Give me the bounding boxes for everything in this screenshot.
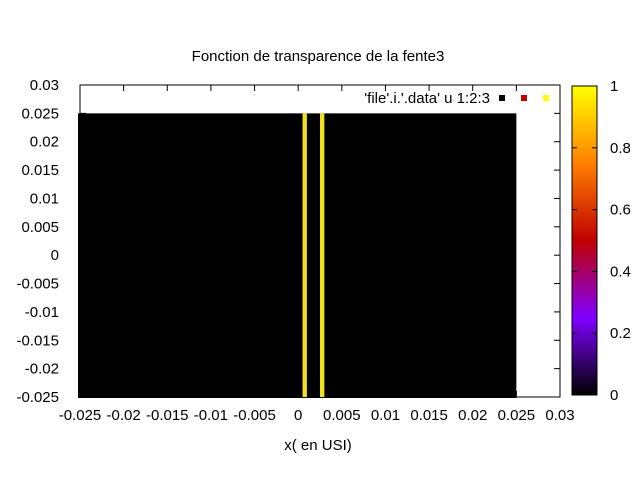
plot-area (78, 84, 561, 398)
y-tick-label: -0.025 (16, 389, 59, 406)
colorbar-gradient (571, 85, 598, 396)
colorbar-tick-label: 0.4 (610, 263, 631, 280)
x-tick-label: 0 (294, 407, 302, 424)
y-tick-label: -0.015 (16, 332, 59, 349)
y-tick-label: 0.015 (21, 162, 59, 179)
x-tick-label: -0.02 (107, 407, 141, 424)
colorbar-tick-label: 0.2 (610, 325, 631, 342)
heatmap-region-zero (78, 113, 517, 398)
colorbar-tick-label: 1 (610, 78, 618, 95)
x-tick-label: 0.025 (498, 407, 536, 424)
legend: 'file'.i.'.data' u 1:2:3 (364, 90, 549, 107)
x-tick-label: 0.005 (323, 407, 361, 424)
legend-swatch (499, 95, 505, 101)
x-tick-label: -0.005 (233, 407, 276, 424)
colorbar: 1 0.8 0.6 0.4 0.2 0 (571, 78, 631, 404)
slit-2 (320, 113, 325, 397)
x-tick-label: 0.02 (458, 407, 487, 424)
legend-label: 'file'.i.'.data' u 1:2:3 (364, 90, 490, 107)
y-tick-label: 0.005 (21, 219, 59, 236)
y-tick-label: -0.005 (16, 276, 59, 293)
x-tick-label: -0.015 (146, 407, 189, 424)
y-tick-label: 0.025 (21, 105, 59, 122)
legend-swatch (543, 95, 549, 101)
legend-swatch (521, 95, 527, 101)
x-axis-ticks: -0.025 -0.02 -0.015 -0.01 -0.005 0 0.005 0.01 0.… (59, 85, 575, 424)
x-tick-label: -0.025 (59, 407, 102, 424)
x-tick-label: 0.015 (410, 407, 448, 424)
x-axis-label: x( en USI) (284, 437, 352, 454)
y-axis-ticks: 0.03 0.025 0.02 0.015 0.01 0.005 0 -0.005 -0.01 -… (16, 77, 560, 406)
y-tick-label: 0.01 (30, 190, 59, 207)
x-tick-label: 0.01 (371, 407, 400, 424)
colorbar-tick-label: 0 (610, 387, 618, 404)
slit-1 (302, 113, 307, 397)
y-tick-label: -0.01 (25, 304, 59, 321)
y-tick-label: 0.03 (30, 77, 59, 94)
y-tick-label: 0 (51, 247, 59, 264)
x-tick-label: 0.03 (545, 407, 574, 424)
colorbar-tick-label: 0.6 (610, 202, 631, 219)
chart-title: Fonction de transparence de la fente3 (192, 48, 445, 65)
x-tick-label: -0.01 (194, 407, 228, 424)
colorbar-tick-label: 0.8 (610, 140, 631, 157)
y-tick-label: 0.02 (30, 134, 59, 151)
y-tick-label: -0.02 (25, 361, 59, 378)
